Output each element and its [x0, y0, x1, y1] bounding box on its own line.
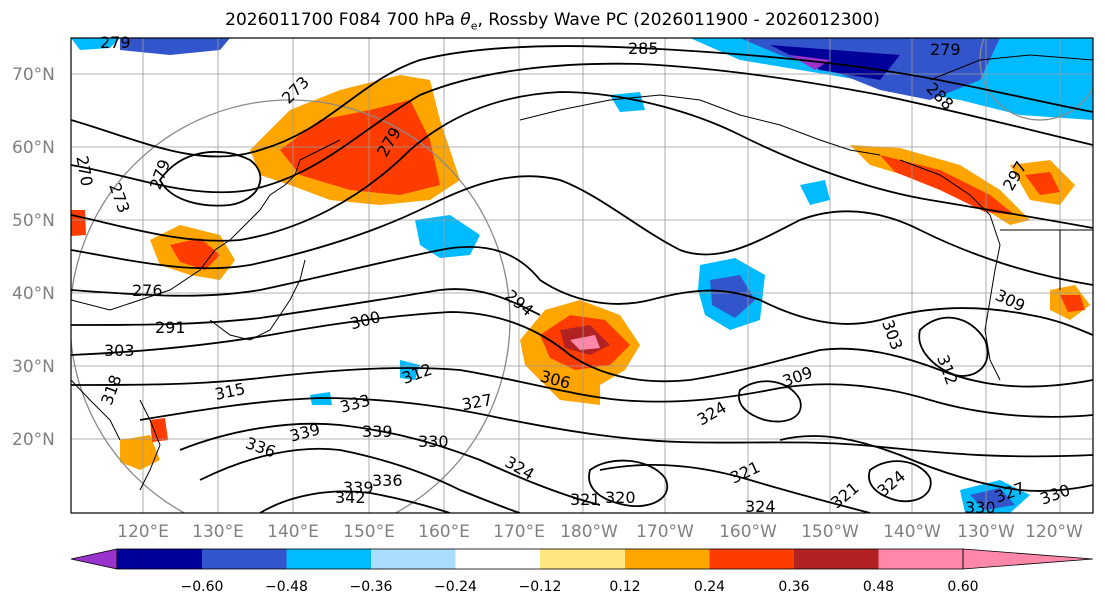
lon-label-170e: 170°E — [493, 522, 545, 542]
contour-label: 291 — [155, 318, 186, 337]
contour-label: 330 — [965, 498, 996, 517]
lon-label-120w: 120°W — [1025, 522, 1083, 542]
colorbar-tick-label: 0.60 — [947, 579, 978, 595]
map-title: 2026011700 F084 700 hPa θe, Rossby Wave … — [0, 10, 1105, 32]
colorbar: −0.60 −0.48 −0.36 −0.24 −0.12 0.12 0.24 … — [70, 548, 1094, 595]
colorbar-segment — [878, 549, 963, 569]
contour-label: 303 — [104, 341, 135, 360]
contour-label: 320 — [605, 488, 636, 507]
lon-label-160e: 160°E — [418, 522, 470, 542]
lat-label-60n: 60°N — [12, 138, 55, 158]
shaded-anomaly-fields — [71, 38, 1093, 513]
colorbar-segment — [709, 549, 794, 569]
colorbar-tick-label: −0.24 — [434, 579, 477, 595]
longitude-labels: 120°E 130°E 140°E 150°E 160°E 170°E 180°… — [117, 522, 1083, 542]
colorbar-tick-label: 0.12 — [609, 579, 640, 595]
title-subscript: e — [470, 19, 478, 33]
colorbar-tick-label: 0.24 — [694, 579, 725, 595]
colorbar-tick-label: 0.48 — [863, 579, 894, 595]
lat-label-30n: 30°N — [12, 357, 55, 377]
colorbar-tick-label: −0.36 — [350, 579, 393, 595]
contour-lines — [71, 45, 1093, 513]
lat-label-20n: 20°N — [12, 430, 55, 450]
contour-label: 279 — [100, 33, 131, 52]
lon-label-130w: 130°W — [957, 522, 1015, 542]
colorbar-frame — [116, 548, 964, 570]
lon-label-120e: 120°E — [117, 522, 169, 542]
plot-frame — [70, 37, 1094, 514]
contour-label: 330 — [418, 432, 449, 451]
contour-label: 342 — [335, 488, 366, 507]
title-prefix: 2026011700 F084 700 hPa — [225, 10, 461, 30]
lon-label-180w: 180°W — [560, 522, 618, 542]
colorbar-segment — [625, 549, 710, 569]
colorbar-left-arrow — [70, 548, 118, 570]
contour-label: 339 — [362, 422, 393, 441]
colorbar-segment — [371, 549, 456, 569]
colorbar-segment — [794, 549, 879, 569]
contour-label: 321 — [570, 490, 601, 509]
colorbar-tick-label: −0.12 — [519, 579, 562, 595]
contour-label: 279 — [930, 40, 961, 59]
contour-label: 276 — [132, 281, 163, 300]
colorbar-segment — [202, 549, 287, 569]
lat-label-40n: 40°N — [12, 284, 55, 304]
colorbar-right-arrow — [962, 548, 1094, 570]
contour-label: 285 — [628, 39, 659, 58]
lon-label-170w: 170°W — [636, 522, 694, 542]
lon-label-150e: 150°E — [343, 522, 395, 542]
lon-label-150w: 150°W — [801, 522, 859, 542]
colorbar-segment — [286, 549, 371, 569]
colorbar-tick-label: 0.36 — [778, 579, 809, 595]
plot-area — [71, 38, 1093, 513]
title-suffix: , Rossby Wave PC (2026011900 - 202601230… — [477, 10, 880, 30]
lon-label-160w: 160°W — [719, 522, 777, 542]
latitude-labels: 70°N 60°N 50°N 40°N 30°N 20°N — [12, 65, 55, 450]
colorbar-segment — [540, 549, 625, 569]
lat-label-50n: 50°N — [12, 211, 55, 231]
lon-label-140e: 140°E — [267, 522, 319, 542]
colorbar-segment — [455, 549, 540, 569]
title-theta: θ — [460, 10, 471, 30]
lon-label-130e: 130°E — [192, 522, 244, 542]
contour-label: 336 — [372, 471, 403, 490]
contour-label: 339 — [343, 478, 374, 497]
colorbar-tick-label: −0.48 — [265, 579, 308, 595]
colorbar-segment — [117, 549, 202, 569]
lon-label-140w: 140°W — [883, 522, 941, 542]
lat-label-70n: 70°N — [12, 65, 55, 85]
contour-label: 324 — [745, 497, 776, 516]
colorbar-tick-label: −0.60 — [181, 579, 224, 595]
